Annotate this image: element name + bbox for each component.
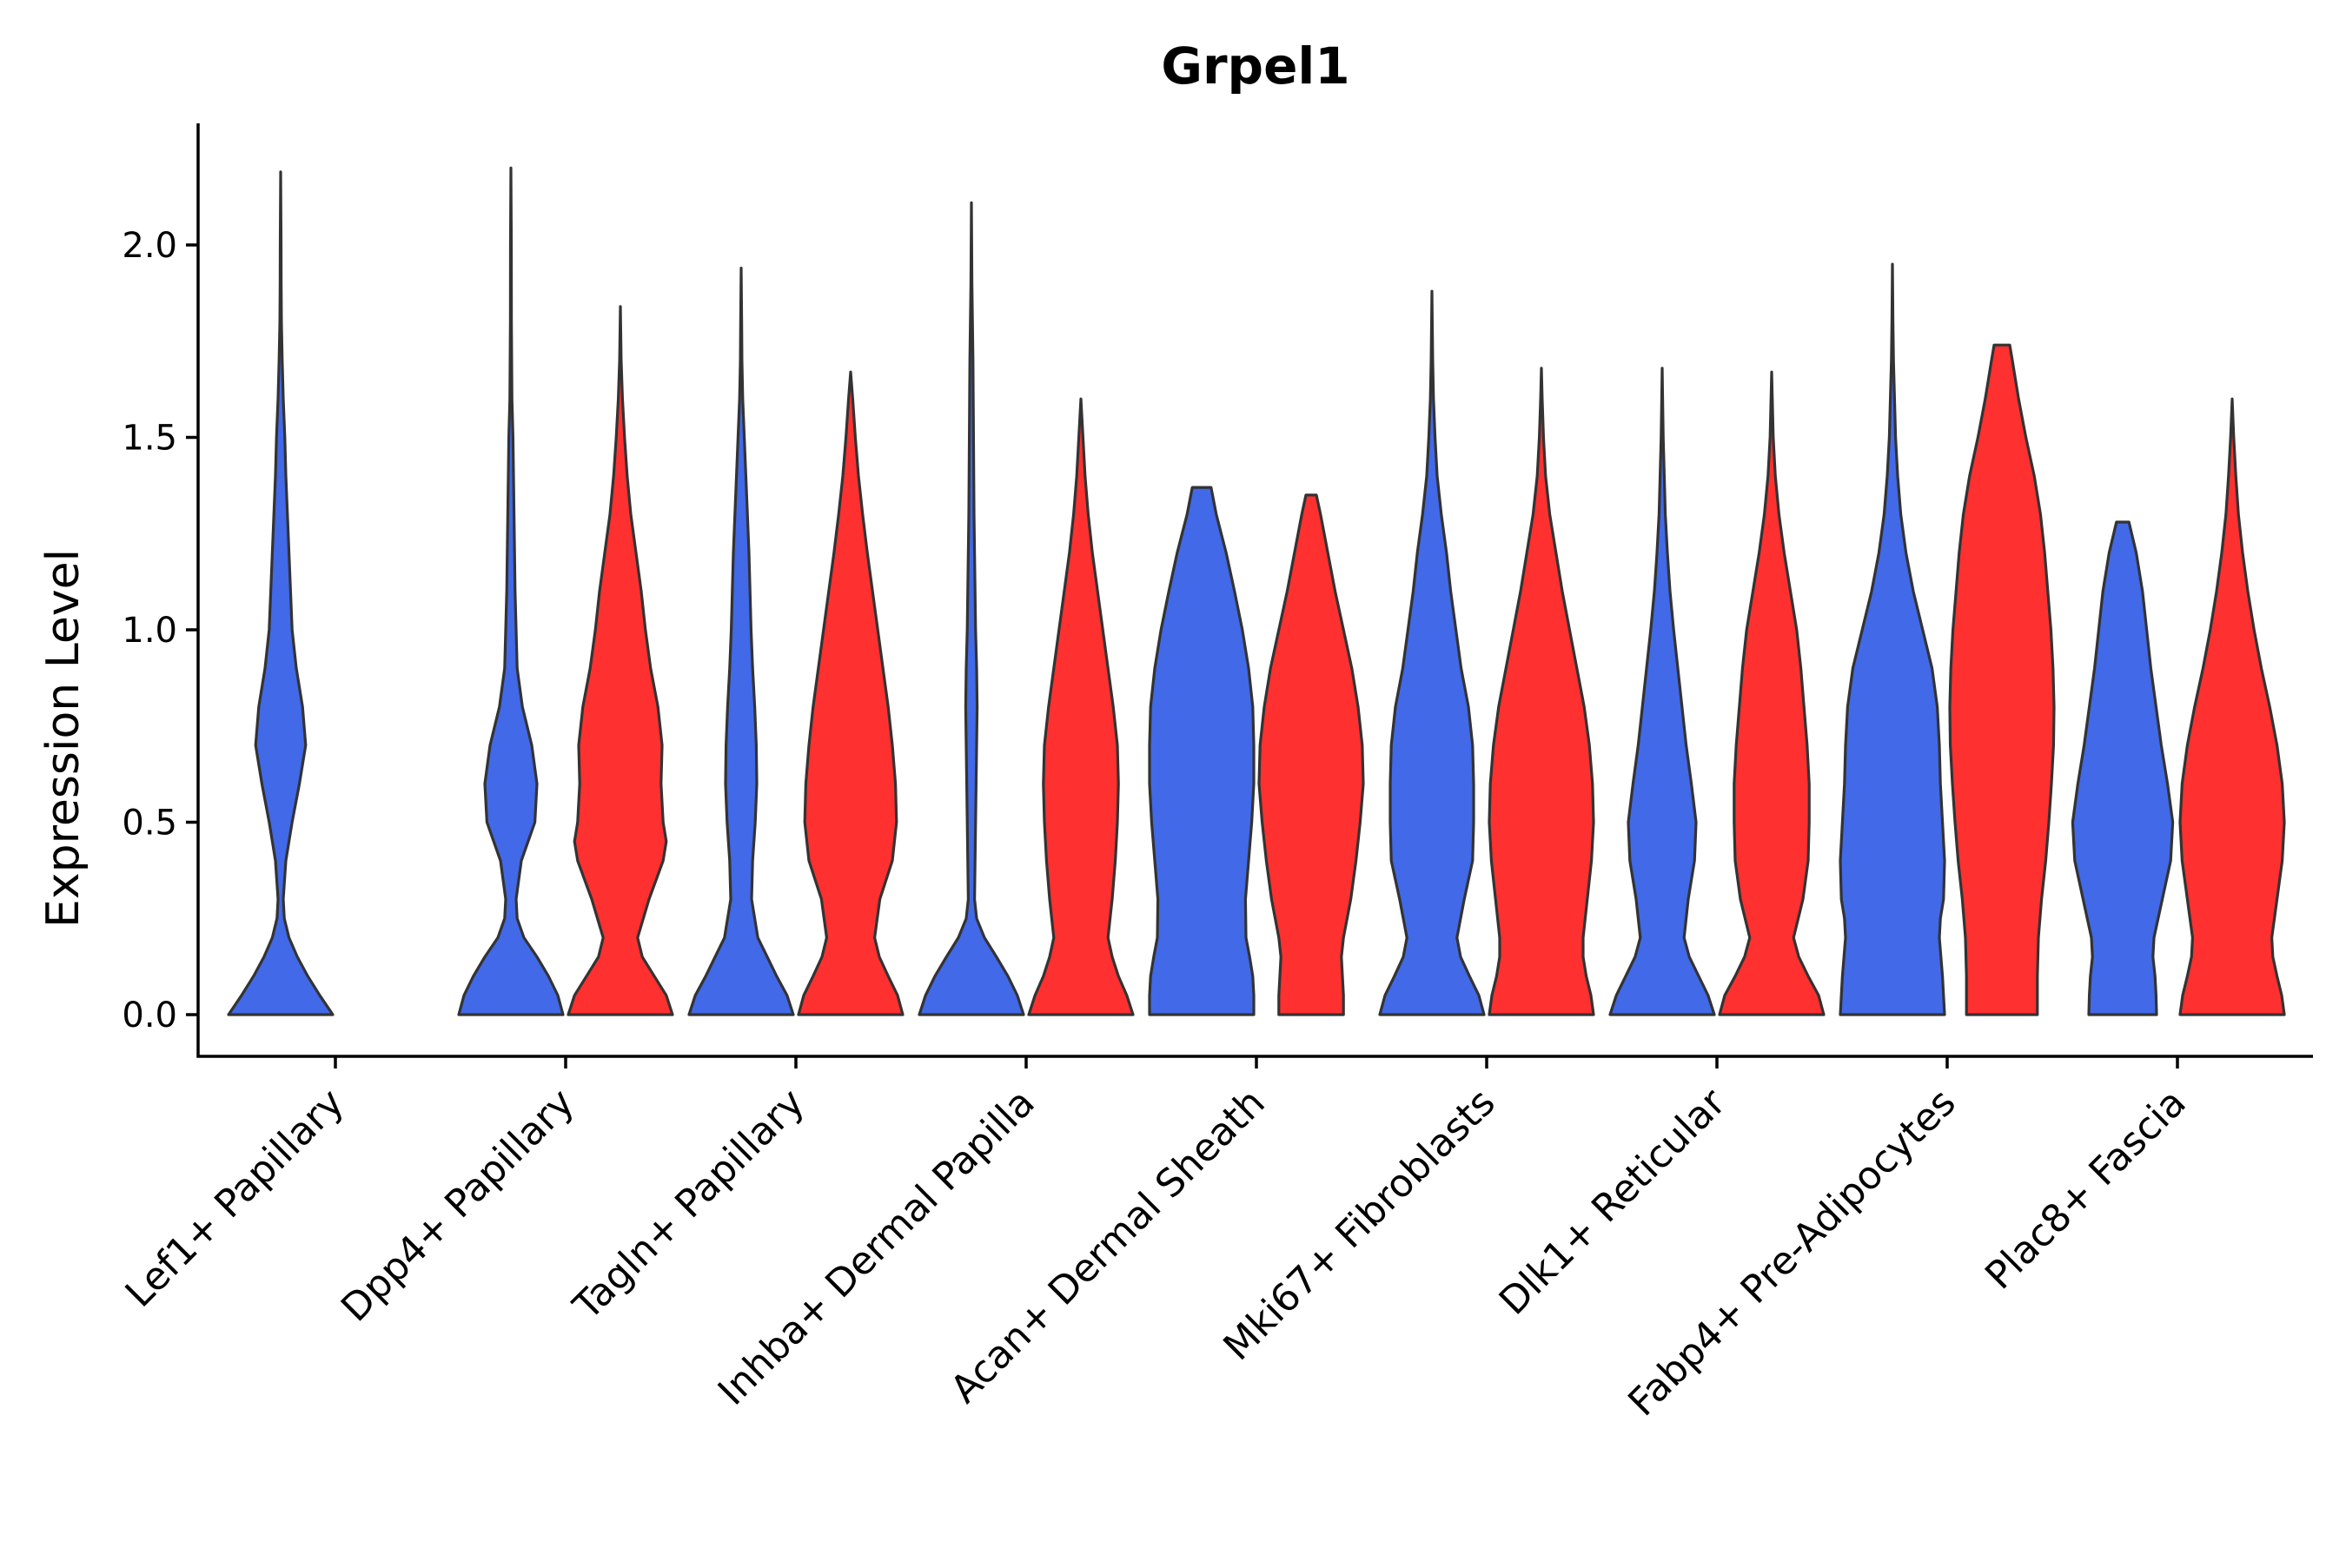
y-tick-label: 2.0	[122, 226, 177, 266]
y-axis-label: Expression Level	[37, 549, 89, 928]
violin-mki67-fibroblasts-red	[1488, 367, 1595, 1016]
y-tick-label: 0.0	[122, 996, 177, 1035]
violin-plac8-fascia-blue	[2071, 520, 2175, 1016]
violin-dpp4-papillary-blue	[457, 166, 565, 1016]
axes-frame	[196, 123, 2313, 1058]
violin-lef1-papillary-blue	[227, 170, 335, 1016]
y-tick-label: 1.0	[122, 611, 177, 651]
violin-plac8-fascia-red	[2178, 397, 2286, 1016]
violin-fabp4-pre-adipocytes-red	[1948, 343, 2056, 1016]
violin-dlk1-reticular-blue	[1608, 367, 1716, 1016]
x-tick-label-plac8-fascia: Plac8+ Fascia	[1977, 1081, 2195, 1299]
y-tick-label: 1.5	[122, 419, 177, 459]
violin-tagln-papillary-blue	[687, 267, 795, 1016]
x-tick-label-dpp4-papillary: Dpp4+ Papillary	[333, 1081, 583, 1331]
violin-mki67-fibroblasts-blue	[1378, 289, 1486, 1016]
violin-dpp4-papillary-red	[567, 305, 674, 1016]
x-tick-label-dlk1-reticular: Dlk1+ Reticular	[1491, 1080, 1735, 1324]
y-tick-label: 0.5	[122, 804, 177, 844]
y-axis-ticks: 0.0 0.5 1.0 1.5 2.0	[122, 226, 198, 1035]
violins-layer	[227, 166, 2286, 1016]
violin-fabp4-pre-adipocytes-blue	[1839, 262, 1946, 1016]
x-tick-label-tagln-papillary: Tagln+ Papillary	[565, 1081, 813, 1329]
violin-dlk1-reticular-red	[1718, 370, 1826, 1016]
violin-tagln-papillary-red	[797, 370, 905, 1016]
violin-acan-dermal-sheath-red	[1257, 493, 1365, 1016]
x-tick-label-lef1-papillary: Lef1+ Papillary	[117, 1081, 353, 1316]
violin-inhba-dermal-papilla-blue	[918, 201, 1025, 1016]
violin-inhba-dermal-papilla-red	[1027, 397, 1135, 1016]
violin-acan-dermal-sheath-blue	[1148, 486, 1256, 1016]
chart-title: Grpel1	[1161, 36, 1349, 96]
